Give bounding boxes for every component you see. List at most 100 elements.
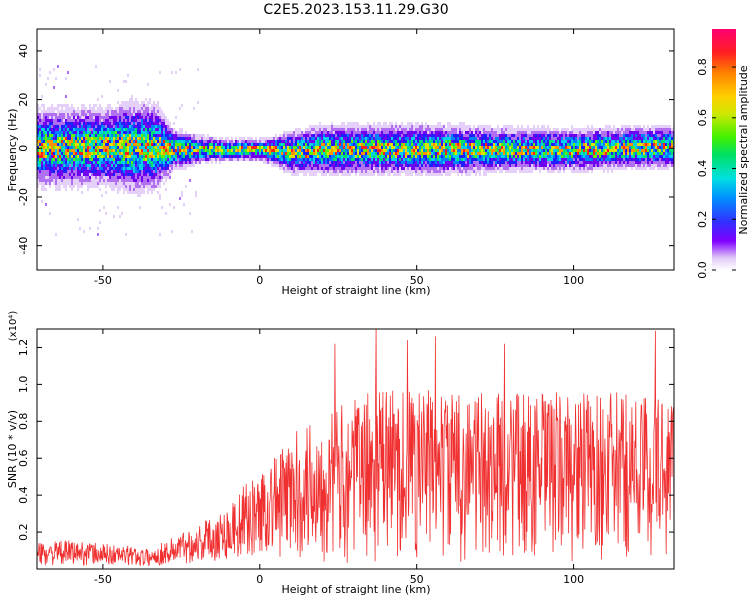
heatmap-cell bbox=[389, 152, 391, 155]
heatmap-cell bbox=[395, 125, 397, 128]
heatmap-cell bbox=[463, 152, 465, 155]
heatmap-cell bbox=[129, 101, 131, 104]
heatmap-cell bbox=[89, 104, 91, 107]
heatmap-cell bbox=[363, 140, 365, 143]
heatmap-cell bbox=[323, 146, 325, 149]
heatmap-cell bbox=[57, 170, 59, 173]
heatmap-cell bbox=[385, 152, 387, 155]
heatmap-cell bbox=[137, 182, 139, 185]
heatmap-cell bbox=[513, 134, 515, 137]
heatmap-cell bbox=[313, 131, 315, 134]
heatmap-cell bbox=[223, 152, 225, 155]
heatmap-cell bbox=[483, 152, 485, 155]
heatmap-cell bbox=[375, 140, 377, 143]
heatmap-cell bbox=[373, 170, 375, 173]
heatmap-cell bbox=[157, 137, 159, 140]
heatmap-cell bbox=[195, 149, 197, 152]
heatmap-cell bbox=[485, 128, 487, 131]
heatmap-cell bbox=[441, 131, 443, 134]
heatmap-cell bbox=[549, 128, 551, 131]
heatmap-cell bbox=[69, 158, 71, 161]
heatmap-cell bbox=[135, 164, 137, 167]
heatmap-cell bbox=[525, 128, 527, 131]
heatmap-cell bbox=[83, 110, 85, 113]
heatmap-cell bbox=[143, 146, 145, 149]
heatmap-cell bbox=[191, 149, 193, 152]
heatmap-cell bbox=[177, 137, 179, 140]
heatmap-cell bbox=[37, 185, 39, 188]
heatmap-cell bbox=[107, 113, 109, 116]
heatmap-cell bbox=[557, 146, 559, 149]
heatmap-cell bbox=[251, 146, 253, 149]
heatmap-cell bbox=[505, 125, 507, 128]
heatmap-cell bbox=[573, 149, 575, 152]
heatmap-cell bbox=[267, 143, 269, 146]
heatmap-cell bbox=[195, 161, 197, 164]
heatmap-cell bbox=[425, 173, 427, 176]
heatmap-cell bbox=[523, 131, 525, 134]
heatmap-cell bbox=[373, 128, 375, 131]
heatmap-cell bbox=[543, 167, 545, 170]
heatmap-cell bbox=[49, 158, 51, 161]
heatmap-cell bbox=[395, 152, 397, 155]
heatmap-cell bbox=[389, 164, 391, 167]
heatmap-cell bbox=[101, 107, 103, 110]
heatmap-cell bbox=[445, 131, 447, 134]
heatmap-cell bbox=[333, 170, 335, 173]
heatmap-cell bbox=[63, 164, 65, 167]
heatmap-cell bbox=[45, 83, 47, 86]
heatmap-cell bbox=[43, 110, 45, 113]
heatmap-cell bbox=[583, 161, 585, 164]
heatmap-cell bbox=[103, 134, 105, 137]
heatmap-cell bbox=[379, 131, 381, 134]
heatmap-cell bbox=[159, 137, 161, 140]
heatmap-cell bbox=[61, 158, 63, 161]
heatmap-cell bbox=[159, 182, 161, 185]
heatmap-cell bbox=[483, 149, 485, 152]
heatmap-cell bbox=[329, 164, 331, 167]
heatmap-cell bbox=[129, 131, 131, 134]
heatmap-cell bbox=[119, 140, 121, 143]
heatmap-cell bbox=[183, 203, 185, 206]
heatmap-cell bbox=[57, 125, 59, 128]
heatmap-cell bbox=[39, 116, 41, 119]
heatmap-cell bbox=[99, 167, 101, 170]
heatmap-cell bbox=[147, 185, 149, 188]
heatmap-cell bbox=[377, 128, 379, 131]
heatmap-cell bbox=[311, 158, 313, 161]
heatmap-cell bbox=[53, 182, 55, 185]
heatmap-cell bbox=[211, 143, 213, 146]
heatmap-cell bbox=[297, 128, 299, 131]
heatmap-cell bbox=[475, 134, 477, 137]
heatmap-cell bbox=[167, 128, 169, 131]
heatmap-cell bbox=[419, 158, 421, 161]
heatmap-cell bbox=[301, 167, 303, 170]
heatmap-cell bbox=[297, 143, 299, 146]
heatmap-cell bbox=[91, 182, 93, 185]
heatmap-cell bbox=[245, 140, 247, 143]
heatmap-cell bbox=[117, 116, 119, 119]
heatmap-cell bbox=[369, 173, 371, 176]
heatmap-cell bbox=[337, 158, 339, 161]
heatmap-cell bbox=[495, 140, 497, 143]
heatmap-cell bbox=[451, 125, 453, 128]
heatmap-cell bbox=[417, 149, 419, 152]
heatmap-cell bbox=[123, 134, 125, 137]
heatmap-cell bbox=[485, 137, 487, 140]
heatmap-cell bbox=[105, 140, 107, 143]
heatmap-cell bbox=[311, 146, 313, 149]
heatmap-cell bbox=[105, 173, 107, 176]
heatmap-cell bbox=[187, 149, 189, 152]
heatmap-cell bbox=[89, 152, 91, 155]
heatmap-cell bbox=[325, 167, 327, 170]
heatmap-cell bbox=[157, 140, 159, 143]
heatmap-cell bbox=[291, 170, 293, 173]
heatmap-cell bbox=[137, 194, 139, 197]
heatmap-cell bbox=[331, 137, 333, 140]
heatmap-cell bbox=[487, 128, 489, 131]
heatmap-cell bbox=[495, 143, 497, 146]
heatmap-cell bbox=[151, 140, 153, 143]
heatmap-cell bbox=[389, 143, 391, 146]
heatmap-cell bbox=[335, 137, 337, 140]
chart-title: C2E5.2023.153.11.29.G30 bbox=[263, 2, 448, 18]
